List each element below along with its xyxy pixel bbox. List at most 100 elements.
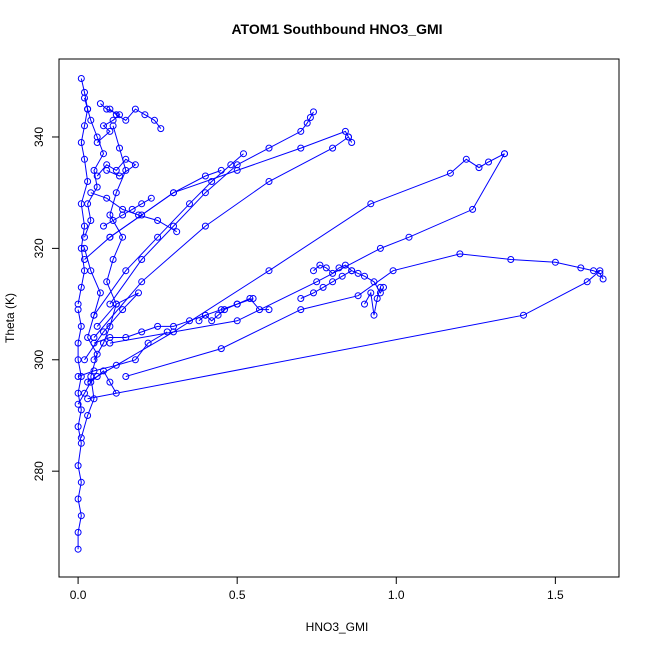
data-point — [81, 222, 88, 230]
data-point — [329, 269, 337, 277]
data-point — [96, 100, 104, 108]
data-point — [106, 127, 114, 135]
series-line-19 — [364, 287, 381, 316]
data-point — [221, 306, 228, 314]
data-point — [90, 356, 98, 364]
data-point — [186, 317, 193, 325]
y-tick-label: 340 — [32, 127, 46, 147]
chart-title: ATOM1 Southbound HNO3_GMI — [231, 21, 442, 37]
data-point — [157, 125, 165, 133]
data-point — [303, 119, 311, 127]
data-point — [138, 211, 146, 219]
data-point — [77, 283, 85, 291]
data-point — [507, 256, 515, 263]
data-point — [596, 267, 604, 275]
data-point — [138, 278, 146, 286]
x-axis-label: HNO3_GMI — [306, 620, 369, 634]
data-point — [319, 283, 327, 291]
data-point — [81, 94, 88, 102]
series-line-15 — [87, 153, 505, 383]
data-point — [87, 267, 95, 275]
data-point — [201, 189, 209, 197]
series-line-25 — [77, 370, 117, 405]
data-point — [87, 116, 95, 124]
x-tick-label: 0.0 — [70, 588, 87, 602]
data-point — [100, 150, 107, 158]
series-line-18 — [313, 264, 353, 275]
data-point — [583, 278, 591, 286]
data-point — [265, 306, 273, 314]
data-point — [462, 155, 470, 163]
data-point — [208, 317, 216, 325]
data-point — [112, 189, 120, 197]
x-tick-label: 0.5 — [229, 588, 246, 602]
data-point — [100, 122, 107, 130]
data-point — [361, 300, 368, 308]
data-point — [87, 217, 95, 224]
data-point — [151, 116, 158, 124]
data-point — [376, 244, 384, 252]
data-point — [310, 289, 317, 297]
data-point — [116, 172, 123, 180]
data-point — [90, 166, 98, 174]
data-point — [116, 144, 123, 152]
data-point — [310, 108, 317, 116]
x-tick-label: 1.5 — [547, 588, 564, 602]
data-point — [469, 205, 477, 213]
y-axis-label: Theta (K) — [3, 293, 17, 343]
data-point — [103, 278, 111, 286]
data-point — [233, 166, 241, 174]
data-point — [341, 261, 349, 269]
data-point — [138, 328, 146, 336]
data-point — [103, 105, 111, 113]
data-point — [84, 200, 92, 208]
data-point — [93, 373, 101, 380]
data-point — [195, 317, 203, 325]
series-line-12 — [109, 130, 353, 238]
data-point — [74, 400, 82, 408]
data-point — [201, 172, 209, 180]
data-point — [100, 328, 107, 336]
data-point — [135, 289, 142, 297]
data-point — [265, 178, 273, 185]
data-point — [109, 116, 117, 124]
y-tick-label: 320 — [32, 238, 46, 258]
data-point — [112, 361, 120, 369]
data-point — [84, 395, 92, 403]
data-point — [256, 306, 263, 314]
data-point — [81, 389, 88, 397]
data-point — [106, 378, 114, 386]
data-point — [154, 217, 162, 224]
x-tick-label: 1.0 — [388, 588, 405, 602]
data-point — [173, 228, 181, 236]
series-line-14 — [198, 297, 269, 322]
data-point — [81, 155, 88, 163]
data-point — [81, 256, 88, 263]
data-point — [345, 133, 352, 141]
series-line-9 — [84, 169, 222, 260]
data-point — [405, 233, 413, 241]
data-point — [163, 328, 171, 336]
data-point — [329, 278, 337, 286]
data-point — [90, 334, 98, 341]
data-point — [577, 264, 585, 272]
series-line-16 — [109, 153, 505, 344]
data-point — [186, 200, 193, 208]
data-point — [100, 367, 107, 375]
data-point — [297, 127, 305, 135]
data-point — [201, 311, 209, 319]
series-line-6 — [103, 197, 152, 227]
series-line-21 — [87, 270, 601, 400]
data-point — [446, 169, 454, 177]
data-point — [208, 178, 216, 185]
data-point — [106, 211, 114, 219]
data-point — [313, 278, 321, 286]
data-point — [109, 217, 117, 224]
data-point — [233, 300, 241, 308]
data-point — [74, 528, 82, 536]
data-point — [74, 300, 82, 308]
data-point — [84, 105, 92, 113]
data-point — [354, 292, 362, 300]
data-point — [240, 150, 247, 158]
